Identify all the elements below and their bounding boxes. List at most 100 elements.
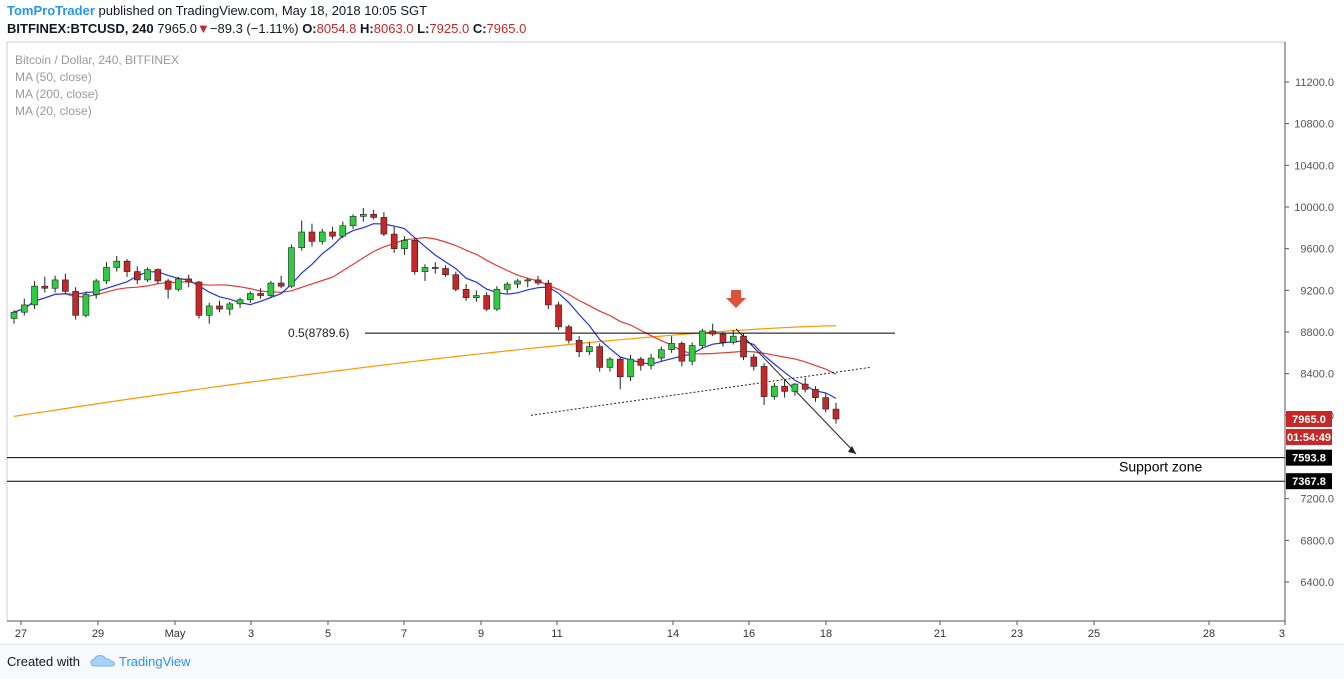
candle-body <box>360 213 367 217</box>
fib-level-label: 0.5(8789.6) <box>288 326 349 340</box>
candle-body <box>668 343 675 351</box>
candle-body <box>226 303 234 310</box>
high-value: 8063.0 <box>373 21 414 36</box>
publish-info: published on TradingView.com, May 18, 20… <box>98 3 428 18</box>
candle-body <box>534 279 542 284</box>
candle-body <box>565 326 573 341</box>
candle-body <box>750 356 758 367</box>
y-tick-label: 11200.0 <box>1295 77 1334 89</box>
dotted-trendline <box>530 366 871 416</box>
last-price: 7965.0 <box>157 21 198 36</box>
close-value: 7965.0 <box>486 21 527 36</box>
candle-body <box>329 231 336 237</box>
candle-body <box>493 288 501 310</box>
low-value: 7925.0 <box>429 21 470 36</box>
candle-body <box>575 340 583 353</box>
y-tick-label: 8400.0 <box>1300 369 1334 381</box>
candle-body <box>288 247 295 287</box>
support-zone-label: Support zone <box>1119 459 1202 475</box>
candle-body <box>144 269 151 281</box>
candle-body <box>822 397 830 410</box>
candle-body <box>801 383 809 390</box>
x-tick-label: 29 <box>92 628 104 640</box>
y-tick-label: 10800.0 <box>1294 119 1334 131</box>
candle-body <box>205 305 213 316</box>
candle-body <box>544 282 552 306</box>
candle-body <box>349 216 357 227</box>
candle-body <box>380 217 388 235</box>
price-axis[interactable]: 11200.0 10800.0 10400.0 10000.0 9600.0 9200.0… <box>1284 42 1334 621</box>
candle-body <box>421 267 429 272</box>
countdown-tag-bg <box>1286 428 1332 445</box>
time-axis[interactable]: 27 29 May 3 5 7 9 11 14 16 18 21 23 25 28 3 <box>7 620 1286 640</box>
candle-body <box>51 279 59 289</box>
ma200-path <box>13 325 837 417</box>
candle-body <box>647 357 655 366</box>
candle-body <box>216 305 223 310</box>
x-tick-label: 11 <box>551 628 562 640</box>
candle-body <box>658 349 665 359</box>
candle-body <box>791 383 799 392</box>
candle-body <box>154 269 162 282</box>
candle-body <box>82 294 90 316</box>
candle-body <box>308 231 316 242</box>
y-tick-label: 10400.0 <box>1294 160 1334 172</box>
candle-body <box>442 268 449 276</box>
candle-body <box>729 335 737 343</box>
price-chart[interactable]: 0.5(8789.6) Support zone Bitcoin / Dollar… <box>0 40 1344 644</box>
candle-body <box>92 280 100 295</box>
candle-body <box>771 385 778 397</box>
candle-body <box>760 366 768 397</box>
y-tick-label: 6400.0 <box>1300 577 1334 589</box>
x-tick-label: 28 <box>1203 628 1215 640</box>
candle-body <box>555 304 562 328</box>
candle-body <box>113 260 121 268</box>
legend-item: MA (50, close) <box>15 70 92 84</box>
candle-body <box>627 358 634 378</box>
candle-body <box>678 343 686 362</box>
candle-body <box>462 288 470 298</box>
x-tick-label: 3 <box>248 628 254 640</box>
candle-body <box>503 283 511 290</box>
x-tick-label: 14 <box>667 628 679 640</box>
candle-body <box>339 225 347 237</box>
grid-lines <box>6 41 1286 622</box>
ma50-line <box>13 236 837 375</box>
open-value: 8054.8 <box>316 21 357 36</box>
x-tick-label: 7 <box>401 628 407 640</box>
candle-body <box>452 274 460 290</box>
footer-bar: Created with TradingView <box>0 644 1344 679</box>
ma50-path <box>13 236 837 375</box>
author-link[interactable]: TomProTrader <box>7 3 95 18</box>
y-tick-label: 7200.0 <box>1300 494 1334 506</box>
candle-body <box>606 358 614 368</box>
x-tick-label: 25 <box>1088 628 1100 640</box>
candle-body <box>72 291 79 316</box>
close-label: C: <box>472 21 487 36</box>
candle-body <box>134 271 141 281</box>
candle-body <box>31 285 38 306</box>
ma20-line <box>13 223 837 399</box>
high-label: H: <box>360 21 374 36</box>
candle-body <box>175 278 182 290</box>
candle-body <box>483 295 490 310</box>
countdown-tag: 01:54:49 <box>1287 432 1331 444</box>
candle-body <box>616 358 624 378</box>
y-tick-label: 10000.0 <box>1294 202 1334 214</box>
ma20-path <box>13 223 837 399</box>
chart-area[interactable]: 0.5(8789.6) Support zone Bitcoin / Dollar… <box>0 40 1344 644</box>
candle-body <box>401 240 408 249</box>
support-upper-tag: 7593.8 <box>1292 453 1326 465</box>
symbol-label: BITFINEX:BTCUSD, 240 <box>7 21 154 36</box>
candle-body <box>719 333 727 343</box>
tradingview-link[interactable]: TradingView <box>119 654 191 669</box>
drawings-layer[interactable]: 0.5(8789.6) Support zone <box>7 290 1285 482</box>
y-tick-label: 9200.0 <box>1300 285 1334 297</box>
candle-body <box>62 279 69 292</box>
support-upper-tag-bg <box>1286 449 1332 466</box>
x-tick-label: 18 <box>820 628 832 640</box>
y-tick-label: 6800.0 <box>1300 535 1334 547</box>
candle-body <box>390 233 398 249</box>
candle-body <box>195 281 203 316</box>
last-price-tag: 7965.0 <box>1292 414 1326 426</box>
